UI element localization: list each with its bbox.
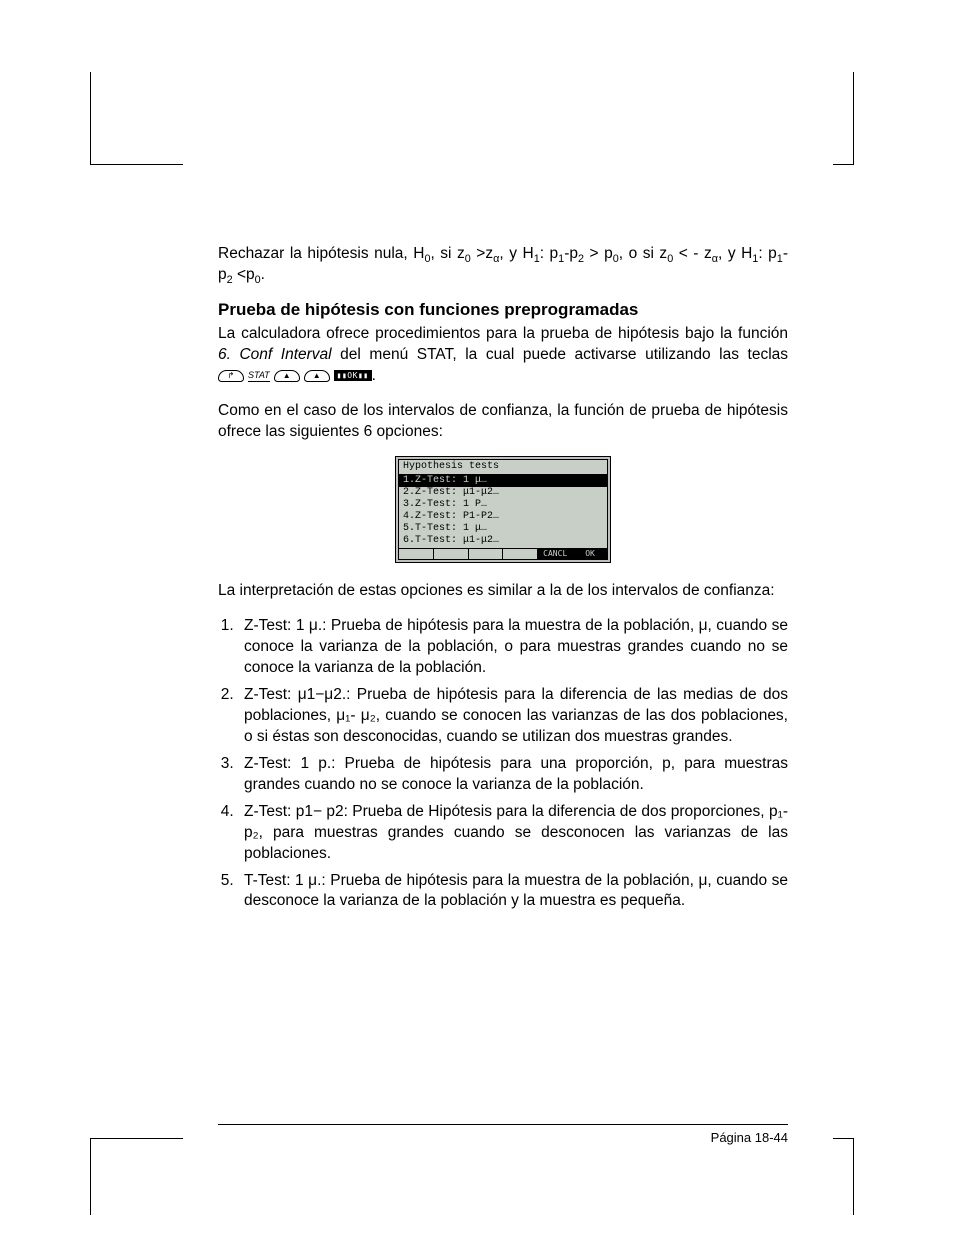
- calc-softkey-2: [434, 549, 469, 559]
- calc-row-5: 5.T-Test: 1 μ…: [399, 523, 607, 535]
- intro-paragraph: Rechazar la hipótesis nula, H0, si z0 >z…: [218, 244, 788, 286]
- calc-softkey-cancl: CANCL: [538, 549, 573, 559]
- menu-item-em: 6. Conf Interval: [218, 346, 332, 363]
- option-1: Z-Test: 1 μ.: Prueba de hipótesis para l…: [238, 616, 788, 679]
- crop-mark-top-left: [90, 72, 183, 165]
- section-heading: Prueba de hipótesis con funciones prepro…: [218, 300, 788, 320]
- up-key-icon-2: ▲: [304, 370, 330, 382]
- paragraph-1b: del menú STAT, la cual puede activarse u…: [332, 346, 788, 363]
- calc-softkey-3: [469, 549, 504, 559]
- crop-mark-bottom-left: [90, 1138, 183, 1215]
- option-4: Z-Test: p1− p2: Prueba de Hipótesis para…: [238, 802, 788, 865]
- shift-key-icon: ↱: [218, 370, 244, 382]
- calc-row-3: 3.Z-Test: 1 P…: [399, 499, 607, 511]
- calc-row-6: 6.T-Test: μ1-μ2…: [399, 535, 607, 547]
- calc-row-2: 2.Z-Test: μ1-μ2…: [399, 487, 607, 499]
- calc-screen: Hypothesis tests 1.Z-Test: 1 μ… 2.Z-Test…: [398, 459, 608, 560]
- calc-title: Hypothesis tests: [399, 461, 607, 475]
- up-key-icon: ▲: [274, 370, 300, 382]
- stat-key-icon: STAT: [248, 369, 270, 382]
- footer-rule: [218, 1124, 788, 1125]
- option-5: T-Test: 1 μ.: Prueba de hipótesis para l…: [238, 871, 788, 913]
- crop-mark-top-right: [833, 72, 854, 165]
- paragraph-1: La calculadora ofrece procedimientos par…: [218, 324, 788, 387]
- calc-frame: Hypothesis tests 1.Z-Test: 1 μ… 2.Z-Test…: [395, 456, 611, 563]
- crop-mark-bottom-right: [833, 1138, 854, 1215]
- calc-row-4: 4.Z-Test: P1-P2…: [399, 511, 607, 523]
- page-footer: Página 18-44: [711, 1130, 788, 1145]
- calc-softkey-row: CANCL OK: [399, 548, 607, 559]
- calc-softkey-1: [399, 549, 434, 559]
- calc-softkey-4: [503, 549, 538, 559]
- paragraph-3: La interpretación de estas opciones es s…: [218, 581, 788, 602]
- ok-softkey-icon: ▮▮OK▮▮: [334, 370, 372, 381]
- paragraph-1a: La calculadora ofrece procedimientos par…: [218, 325, 788, 342]
- calculator-screenshot: Hypothesis tests 1.Z-Test: 1 μ… 2.Z-Test…: [395, 456, 611, 563]
- options-list: Z-Test: 1 μ.: Prueba de hipótesis para l…: [218, 616, 788, 912]
- page: Rechazar la hipótesis nula, H0, si z0 >z…: [0, 0, 954, 1235]
- key-sequence: ↱ STAT ▲ ▲ ▮▮OK▮▮: [218, 369, 372, 382]
- option-3: Z-Test: 1 p.: Prueba de hipótesis para u…: [238, 754, 788, 796]
- content-area: Rechazar la hipótesis nula, H0, si z0 >z…: [218, 244, 788, 918]
- calc-softkey-ok: OK: [573, 549, 607, 559]
- calc-row-1: 1.Z-Test: 1 μ…: [399, 475, 607, 487]
- option-2: Z-Test: μ1−μ2.: Prueba de hipótesis para…: [238, 685, 788, 748]
- paragraph-2: Como en el caso de los intervalos de con…: [218, 401, 788, 443]
